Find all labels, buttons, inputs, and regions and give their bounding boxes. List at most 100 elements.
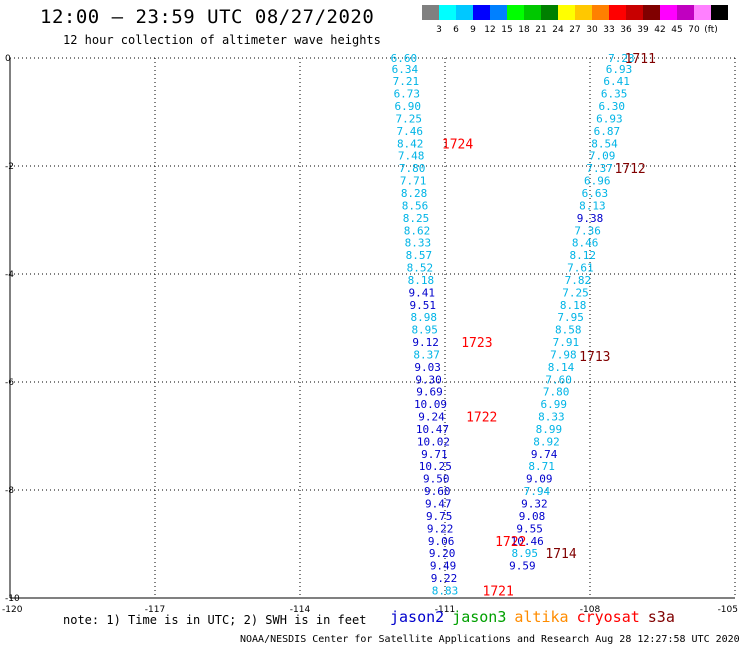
wave-height-value: 7.71	[400, 175, 427, 188]
wave-height-value: 7.25	[396, 112, 423, 125]
wave-height-value: 9.09	[526, 473, 553, 486]
wave-height-value: 7.46	[396, 125, 423, 138]
wave-height-value: 7.25	[562, 286, 589, 299]
colorbar-swatch	[575, 5, 592, 20]
wave-height-value: 8.37	[413, 348, 440, 361]
wave-height-value: 6.96	[584, 175, 611, 188]
wave-height-value: 7.82	[565, 274, 592, 287]
colorbar-swatch	[660, 5, 677, 20]
wave-height-value: 9.55	[516, 522, 543, 535]
colorbar-swatch	[524, 5, 541, 20]
wave-height-value: 9.12	[412, 336, 439, 349]
wave-height-value: 6.73	[394, 88, 421, 101]
colorbar-label: 21	[535, 25, 546, 35]
colorbar-label: 27	[569, 25, 580, 35]
wave-height-value: 9.30	[415, 373, 442, 386]
wave-height-value: 8.33	[538, 411, 565, 424]
wave-height-value: 6.99	[541, 398, 568, 411]
wave-height-value: 8.46	[572, 237, 599, 250]
wave-height-value: 10.09	[414, 398, 447, 411]
wave-height-value: 10.25	[419, 460, 452, 473]
y-tick-label: -10	[5, 594, 20, 604]
colorbar-label: 6	[453, 25, 459, 35]
wave-height-value: 7.94	[524, 485, 551, 498]
wave-height-value: 8.28	[401, 187, 428, 200]
x-tick-label: -111	[435, 605, 455, 615]
wave-height-value: 9.47	[425, 498, 452, 511]
time-annotation: 1724	[442, 137, 473, 152]
wave-height-value: 8.95	[411, 324, 438, 337]
wave-height-value: 9.60	[424, 485, 451, 498]
wave-height-value: 10.02	[417, 435, 450, 448]
wave-height-value: 9.08	[519, 510, 546, 523]
wave-height-value: 9.24	[418, 411, 445, 424]
wave-height-value: 10.47	[416, 423, 449, 436]
time-annotation: 1723	[461, 336, 492, 351]
time-annotation: 1714	[545, 547, 576, 562]
wave-height-value: 7.91	[553, 336, 580, 349]
colorbar-label: 36	[620, 25, 632, 35]
colorbar-swatch	[507, 5, 524, 20]
legend-s3a: s3a	[647, 608, 675, 626]
wave-height-value: 6.63	[582, 187, 609, 200]
colorbar-swatch	[626, 5, 643, 20]
colorbar-label: 70	[688, 25, 700, 35]
wave-height-value: 6.60	[391, 52, 418, 65]
wave-height-value: 8.13	[579, 199, 606, 212]
wave-height-value: 8.18	[560, 299, 587, 312]
footer-credit: NOAA/NESDIS Center for Satellite Applica…	[240, 634, 740, 645]
wave-height-value: 8.57	[406, 249, 433, 262]
time-annotation: 1713	[579, 350, 610, 365]
wave-height-value: 8.92	[533, 435, 560, 448]
time-annotation: 1711	[625, 52, 656, 67]
x-tick-label: -117	[145, 605, 165, 615]
wave-height-value: 7.21	[393, 75, 420, 88]
colorbar-label: 9	[470, 25, 476, 35]
colorbar-label: 30	[586, 25, 598, 35]
time-annotation: 1721	[483, 584, 514, 599]
colorbar-swatch	[558, 5, 575, 20]
legend-jason2: jason2	[390, 608, 445, 626]
colorbar-label: 12	[484, 25, 495, 35]
wave-height-value: 8.99	[536, 423, 563, 436]
wave-height-value: 9.51	[410, 299, 437, 312]
wave-height-value: 9.03	[414, 361, 441, 374]
x-tick-label: -108	[580, 605, 601, 615]
wave-height-value: 9.32	[521, 498, 548, 511]
colorbar-label: 15	[501, 25, 512, 35]
wave-height-value: 9.69	[416, 386, 443, 399]
colorbar-label: 42	[654, 25, 665, 35]
wave-height-value: 6.93	[606, 63, 633, 76]
wave-height-value: 8.14	[548, 361, 575, 374]
wave-height-value: 6.90	[395, 100, 422, 113]
colorbar-swatch	[677, 5, 694, 20]
y-tick-label: -2	[5, 162, 14, 172]
wave-height-value: 7.80	[543, 386, 570, 399]
legend-jason3: jason3	[452, 608, 507, 626]
wave-height-value: 9.41	[409, 286, 436, 299]
wave-height-plot: -120 -117 -114 -111 -108 -105 0 -2 -4 -6 -8 -10 6.60…	[2, 52, 738, 615]
y-tick-label: -6	[5, 378, 14, 388]
colorbar-swatch	[711, 5, 728, 20]
wave-height-value: 9.74	[531, 448, 558, 461]
colorbar-swatch	[643, 5, 660, 20]
wave-height-value: 9.49	[430, 560, 457, 573]
wave-height-value: 8.56	[402, 199, 429, 212]
wave-height-value: 6.30	[599, 100, 626, 113]
wave-height-value: 8.33	[405, 237, 432, 250]
time-annotation: 1722	[466, 411, 497, 426]
wave-height-value: 9.50	[423, 473, 450, 486]
colorbar-swatch	[541, 5, 558, 20]
wave-height-value: 9.06	[428, 535, 455, 548]
wave-height-value: 7.48	[398, 150, 425, 163]
legend-altika: altika	[514, 608, 569, 626]
wave-height-value: 7.61	[567, 262, 594, 275]
wave-height-value: 8.98	[410, 311, 437, 324]
colorbar-swatch	[456, 5, 473, 20]
colorbar-swatch	[609, 5, 626, 20]
x-tick-label: -105	[718, 605, 738, 615]
chart-title: 12:00 – 23:59 UTC 08/27/2020	[40, 6, 375, 28]
wave-height-value: 6.41	[603, 75, 630, 88]
y-tick-label: -8	[5, 486, 14, 496]
wave-height-value: 8.54	[591, 137, 618, 150]
